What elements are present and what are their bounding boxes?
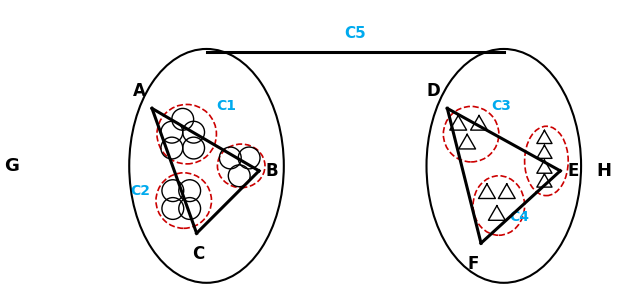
Text: C2: C2 (130, 184, 150, 198)
Text: C: C (193, 245, 205, 263)
Text: C3: C3 (491, 99, 511, 114)
Text: C5: C5 (344, 26, 366, 41)
Text: C1: C1 (216, 99, 236, 114)
Text: D: D (427, 83, 440, 100)
Text: B: B (266, 162, 278, 180)
Text: H: H (596, 162, 611, 180)
Text: G: G (4, 157, 19, 175)
Text: A: A (133, 83, 146, 100)
Text: E: E (567, 162, 579, 180)
Text: F: F (467, 255, 479, 273)
Text: C4: C4 (509, 211, 529, 224)
